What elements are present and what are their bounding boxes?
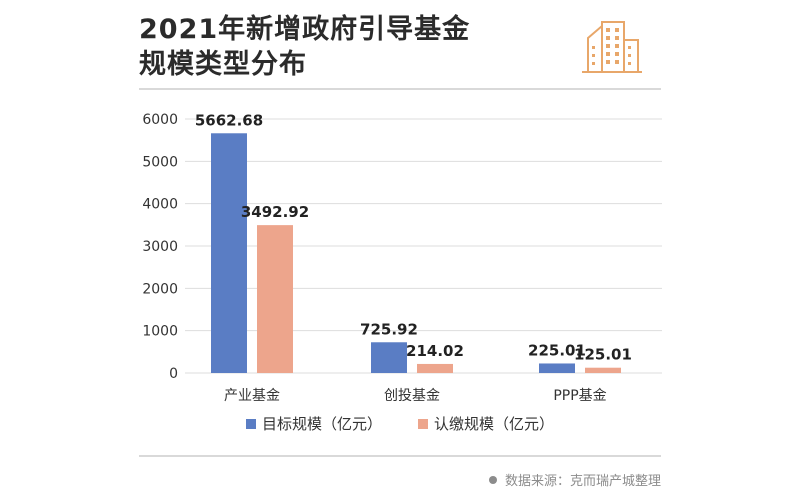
bar	[211, 133, 247, 373]
top-divider	[139, 88, 661, 90]
chart-title: 2021年新增政府引导基金 规模类型分布	[139, 12, 470, 82]
y-tick-label: 5000	[142, 154, 178, 170]
legend-swatch-subscribed	[418, 418, 428, 429]
y-tick-label: 6000	[142, 112, 178, 128]
bar	[585, 367, 621, 373]
data-label: 5662.68	[195, 111, 263, 129]
buildings-icon	[582, 21, 642, 73]
bar	[539, 363, 575, 373]
source-note: 数据来源：克而瑞产城整理	[488, 470, 661, 489]
source-text: 数据来源：克而瑞产城整理	[504, 474, 661, 489]
legend: 目标规模（亿元） 认缴规模（亿元）	[0, 413, 800, 434]
bar-chart: 0 1000 2000 3000 4000 5000 6000 5662.68 3492.92 产…	[142, 111, 662, 404]
legend-label-subscribed: 认缴规模（亿元）	[434, 415, 555, 433]
y-tick-label: 1000	[142, 324, 178, 340]
bottom-divider	[139, 455, 661, 457]
bar	[257, 225, 293, 373]
bullet-icon	[488, 475, 497, 484]
x-tick-label: PPP基金	[553, 387, 606, 404]
title-line-2: 规模类型分布	[139, 49, 307, 80]
legend-swatch-target	[245, 418, 256, 429]
legend-item-subscribed: 认缴规模（亿元）	[418, 413, 554, 434]
legend-label-target: 目标规模（亿元）	[261, 415, 382, 433]
legend-item-target: 目标规模（亿元）	[245, 413, 382, 434]
data-label: 725.92	[360, 320, 418, 338]
data-label: 125.01	[574, 346, 632, 364]
data-label: 3492.92	[241, 203, 309, 221]
data-label: 214.02	[406, 342, 464, 360]
x-tick-label: 创投基金	[384, 387, 440, 404]
x-tick-label: 产业基金	[224, 387, 280, 404]
y-tick-label: 3000	[142, 239, 178, 255]
title-line-1: 2021年新增政府引导基金	[139, 14, 471, 45]
bar	[371, 342, 407, 373]
y-tick-label: 0	[169, 366, 178, 382]
data-label: 225.01	[528, 341, 586, 359]
y-tick-label: 4000	[142, 197, 178, 213]
bar	[417, 363, 453, 373]
y-tick-label: 2000	[142, 281, 178, 297]
